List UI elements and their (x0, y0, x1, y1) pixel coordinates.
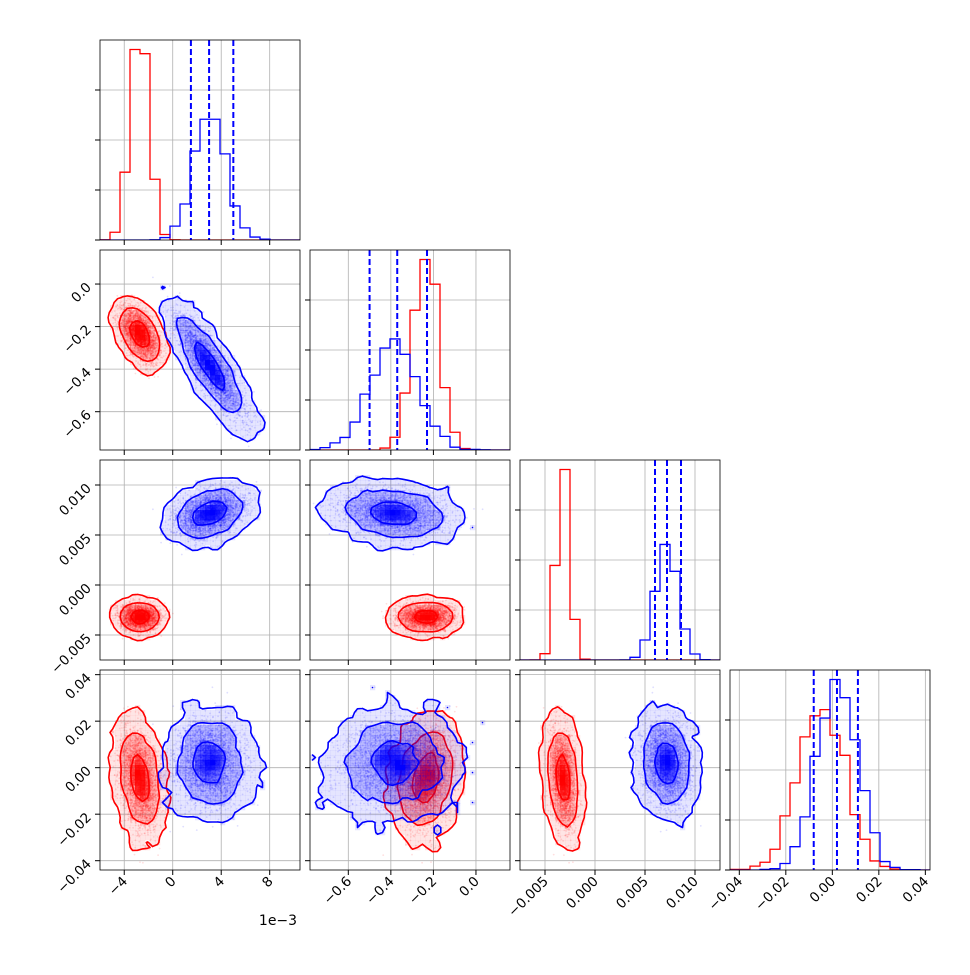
x-tick-label: 0.02 (853, 874, 886, 907)
x-tick-label: 0.005 (613, 874, 652, 913)
histogram-panel: −0.04−0.02 0.00 0.02 0.04 (706, 670, 933, 914)
y-tick-label: −0.2 (60, 322, 94, 356)
x-tick-label: −0.4 (363, 874, 397, 908)
y-tick-label: −0.4 (60, 365, 94, 399)
x-tick-label: −4 (106, 874, 131, 899)
x-tick-label: 4 (211, 874, 228, 891)
y-tick-label: −0.005 (48, 631, 95, 678)
density-panel: −4 0 4 8 −0.04 −0.02 0.00 0.02 0.04 (54, 670, 300, 899)
x-tick-label: −0.005 (505, 874, 552, 921)
x-tick-label: 0.00 (807, 874, 840, 907)
y-tick-label: −0.04 (54, 856, 95, 897)
x-tick-label: 0.0 (456, 874, 483, 901)
y-tick-label: 0.000 (56, 581, 95, 620)
histogram-step (310, 339, 510, 450)
x-tick-label: −0.2 (406, 874, 440, 908)
density-panel: −0.6 −0.4 −0.2 0.0 (60, 250, 300, 455)
histogram-step (730, 710, 930, 870)
y-tick-label: −0.02 (54, 810, 95, 851)
y-tick-label: 0.010 (56, 481, 95, 520)
histogram-step (730, 680, 930, 870)
offset-text: 1e−3 (259, 913, 297, 929)
y-tick-label: 0.04 (62, 670, 95, 703)
histogram-panel (515, 460, 720, 665)
x-tick-label: 0.000 (563, 874, 602, 913)
histogram-panel (305, 250, 510, 455)
y-tick-label: 0.00 (62, 763, 95, 796)
density-panel: −0.005 0.000 0.005 0.010 (48, 460, 300, 677)
histogram-panel (95, 40, 300, 245)
y-tick-label: 0.0 (68, 280, 95, 307)
x-tick-label: 0.04 (900, 874, 933, 907)
x-tick-label: −0.04 (706, 874, 747, 915)
density-panel: −0.6−0.4 −0.2 0.0 (305, 670, 510, 908)
x-tick-label: 0.010 (663, 874, 702, 913)
y-tick-label: 0.02 (62, 717, 95, 750)
x-tick-label: 8 (259, 874, 276, 891)
y-tick-label: 0.005 (56, 531, 95, 570)
y-tick-label: −0.6 (60, 407, 94, 441)
density-panel: −0.005 0.000 0.005 0.010 (505, 670, 720, 920)
density-panel (305, 460, 510, 665)
x-tick-label: 0 (162, 874, 179, 891)
x-tick-label: −0.6 (321, 874, 355, 908)
x-tick-label: −0.02 (752, 874, 793, 915)
